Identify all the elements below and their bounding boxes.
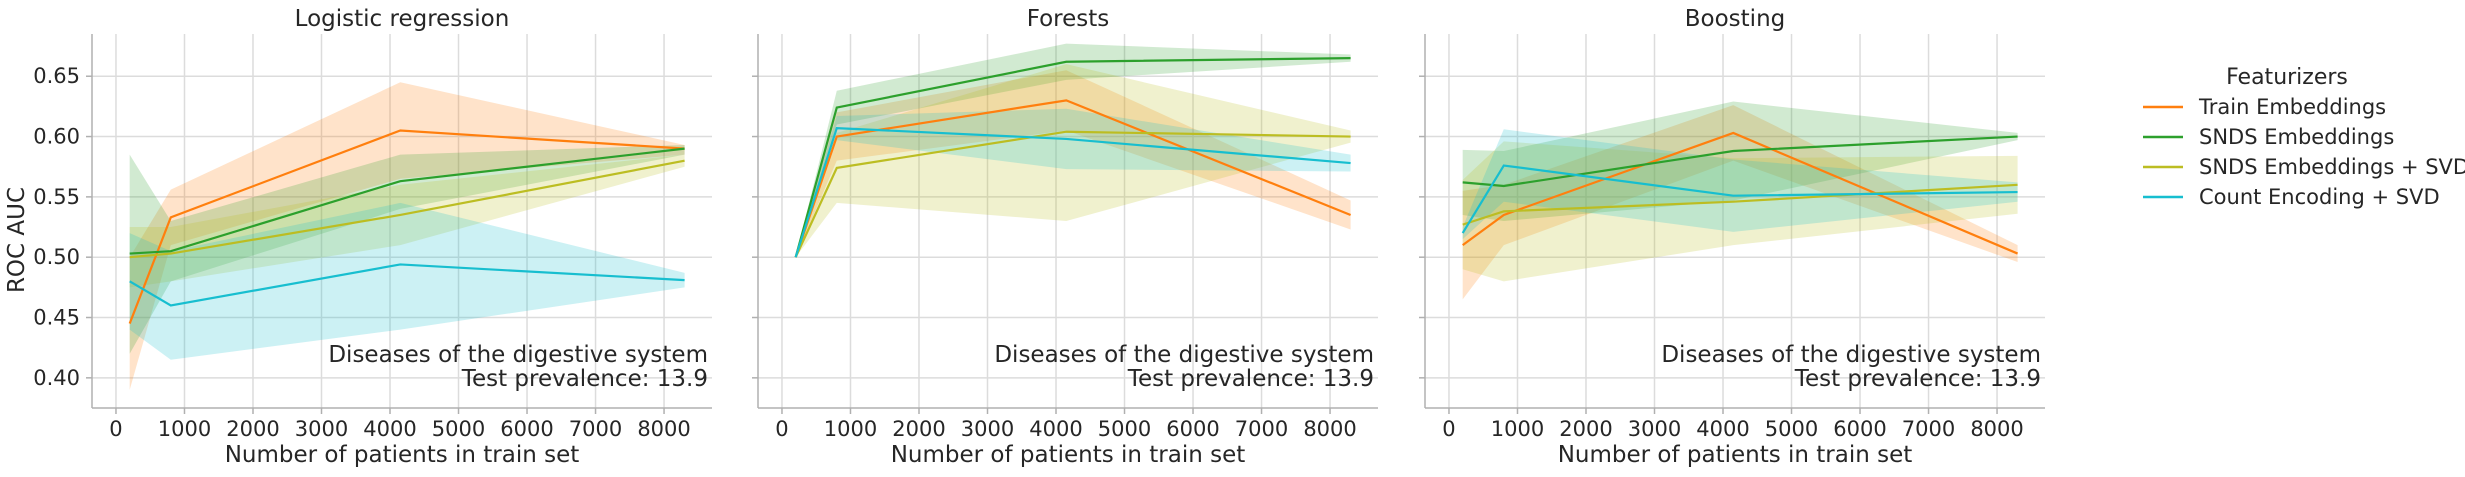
legend-label: SNDS Embeddings — [2199, 125, 2394, 149]
series-line-train-embeddings — [128, 129, 685, 324]
legend-label: Count Encoding + SVD — [2199, 185, 2440, 209]
x-tick-label: 1000 — [1491, 417, 1544, 441]
ci-band-count-encoding-svd — [795, 108, 1351, 258]
x-axis-label: Number of patients in train set — [891, 442, 1246, 468]
x-tick-label: 4000 — [1696, 417, 1749, 441]
legend: Featurizers Train Embeddings SNDS Embeddi… — [2143, 65, 2465, 209]
ci-band-train-embeddings — [1462, 105, 2018, 300]
legend-entries: Train Embeddings SNDS Embeddings SNDS Embe… — [2143, 95, 2465, 209]
y-axis-label: ROC AUC — [4, 187, 30, 293]
y-tick-label: 0.65 — [33, 64, 80, 88]
x-tick-label: 6000 — [500, 417, 553, 441]
y-tick-label: 0.40 — [33, 366, 80, 390]
x-axis-label: Number of patients in train set — [1558, 442, 1913, 468]
series-line-count-encoding-svd — [794, 126, 1351, 258]
x-tick-label: 6000 — [1166, 417, 1219, 441]
x-tick-label: 5000 — [432, 417, 485, 441]
x-tick-label: 1000 — [158, 417, 211, 441]
panel-title: Logistic regression — [295, 6, 510, 32]
panel-2: 0 1000 2000 3000 4000 5000 6000 7000 8000 Forests… — [752, 6, 1378, 468]
annotation-prevalence: Test prevalence: 13.9 — [1794, 366, 2041, 392]
x-tick-label: 8000 — [1970, 417, 2023, 441]
ci-band-snds-embeddings — [1462, 101, 2018, 221]
x-tick-label: 3000 — [295, 417, 348, 441]
y-tick-label: 0.60 — [33, 125, 80, 149]
ci-band-snds-embeddings — [795, 43, 1351, 258]
x-tick-label: 2000 — [892, 417, 945, 441]
panel-1: 0 1000 2000 3000 4000 5000 6000 7000 8000 0.40 0.4… — [33, 6, 712, 468]
ci-band-snds-embeddings — [129, 144, 685, 354]
x-tick-label: 2000 — [226, 417, 279, 441]
ci-band-train-embeddings — [129, 82, 685, 390]
x-axis-label: Number of patients in train set — [225, 442, 580, 468]
legend-title: Featurizers — [2226, 65, 2348, 90]
x-tick-label: 6000 — [1833, 417, 1886, 441]
panel-title: Boosting — [1685, 6, 1786, 32]
x-tick-label: 4000 — [1029, 417, 1082, 441]
x-tick-label: 0 — [109, 417, 122, 441]
panel-3: 0 1000 2000 3000 4000 5000 6000 7000 8000 Boostin… — [1419, 6, 2045, 468]
series-line-snds-embeddings — [1462, 135, 2018, 188]
series-line-snds-embeddings-svd — [794, 130, 1351, 258]
x-tick-label: 4000 — [363, 417, 416, 441]
series-line-snds-embeddings — [129, 147, 685, 255]
x-tick-label: 0 — [1442, 417, 1455, 441]
series-line-count-encoding-svd — [1461, 164, 2018, 234]
annotation-disease: Diseases of the digestive system — [994, 342, 1374, 368]
annotation-prevalence: Test prevalence: 13.9 — [1127, 366, 1374, 392]
series-line-train-embeddings — [794, 99, 1352, 258]
series-line-count-encoding-svd — [129, 263, 685, 307]
y-tick-label: 0.50 — [33, 245, 80, 269]
x-tick-label: 7000 — [569, 417, 622, 441]
x-tick-label: 7000 — [1235, 417, 1288, 441]
ci-band-train-embeddings — [795, 70, 1351, 258]
annotation-prevalence: Test prevalence: 13.9 — [461, 366, 708, 392]
x-tick-label: 5000 — [1098, 417, 1151, 441]
annotation-disease: Diseases of the digestive system — [328, 342, 708, 368]
ci-band-snds-embeddings-svd — [795, 64, 1351, 258]
y-tick-label: 0.55 — [33, 185, 80, 209]
series-line-snds-embeddings — [794, 57, 1351, 258]
x-tick-label: 1000 — [824, 417, 877, 441]
x-tick-label: 5000 — [1765, 417, 1818, 441]
ci-band-snds-embeddings-svd — [1462, 141, 2018, 282]
x-tick-label: 2000 — [1559, 417, 1612, 441]
legend-label: Train Embeddings — [2198, 95, 2386, 119]
annotation-disease: Diseases of the digestive system — [1661, 342, 2041, 368]
legend-label: SNDS Embeddings + SVD — [2199, 155, 2465, 179]
x-tick-label: 3000 — [1628, 417, 1681, 441]
y-tick-label: 0.45 — [33, 306, 80, 330]
panels: 0 1000 2000 3000 4000 5000 6000 7000 8000 0.40 0.4… — [33, 6, 2045, 468]
x-tick-label: 8000 — [1303, 417, 1356, 441]
ci-band-count-encoding-svd — [1462, 129, 2018, 240]
panel-title: Forests — [1027, 6, 1110, 32]
x-tick-label: 8000 — [637, 417, 690, 441]
ci-band-count-encoding-svd — [129, 202, 685, 360]
x-tick-label: 0 — [775, 417, 788, 441]
series-line-snds-embeddings-svd — [129, 159, 685, 259]
x-tick-label: 7000 — [1902, 417, 1955, 441]
x-tick-label: 3000 — [961, 417, 1014, 441]
